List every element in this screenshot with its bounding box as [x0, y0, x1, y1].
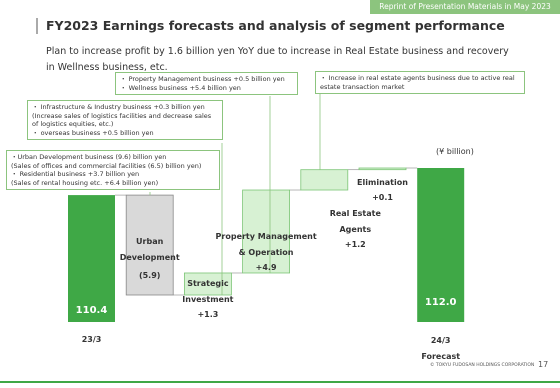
unit-label: (¥ billion) — [436, 147, 474, 156]
category-label: Strategic Investment — [182, 279, 234, 304]
category-label: Urban Development — [119, 237, 180, 262]
increase-bar — [183, 272, 232, 296]
value-label: 110.4 — [75, 305, 108, 316]
banner: Reprint of Presentation Materials in May… — [370, 0, 560, 14]
annotation-line: ・Urban Development business (9.6) billio… — [11, 153, 167, 161]
increase-bar — [300, 169, 349, 191]
value-label: 112.0 — [424, 297, 457, 308]
annotation-line: (Sales of rental housing etc. +6.4 billi… — [11, 178, 159, 187]
annotation-box: ・ Infrastructure & Industry business +0.… — [27, 100, 223, 140]
value-label: (5.9) — [138, 271, 161, 280]
slide-title: FY2023 Earnings forecasts and analysis o… — [46, 18, 505, 33]
annotation-box: ・ Increase in real estate agents busines… — [315, 71, 525, 94]
decrease-bar — [125, 194, 174, 296]
category-label: 23/3 — [81, 335, 102, 344]
increase-bar — [242, 189, 291, 274]
category-label: 24/3 Forecast — [421, 336, 461, 361]
annotation-line: ・ Residential business +3.7 billion yen — [11, 170, 140, 178]
annotation-line: ・ Property Management business +0.5 bill… — [120, 75, 285, 83]
value-label: +1.2 — [344, 240, 366, 249]
annotation-line: ・ Increase in real estate agents busines… — [320, 74, 515, 91]
annotation-box: ・Urban Development business (9.6) billio… — [6, 150, 220, 190]
category-label: Elimination — [357, 178, 408, 187]
subtitle: Plan to increase profit by 1.6 billion y… — [46, 46, 509, 73]
increase-bar — [358, 167, 407, 171]
annotation-line: (Increase sales of logistics facilities … — [32, 111, 212, 129]
category-label: Real Estate Agents — [329, 209, 381, 234]
value-label: +0.1 — [372, 193, 393, 202]
page-number: 17 — [538, 360, 549, 369]
total-bar — [417, 168, 465, 322]
total-bar — [68, 195, 115, 322]
annotation-line: ・ Infrastructure & Industry business +0.… — [32, 103, 205, 111]
category-label: Property Management & Operation — [215, 232, 317, 257]
annotation-line: ・ Wellness business +5.4 billion yen — [120, 83, 241, 92]
copyright: © TOKYU FUDOSAN HOLDINGS CORPORATION — [430, 363, 535, 368]
value-label: +1.3 — [197, 310, 219, 319]
annotation-box: ・ Property Management business +0.5 bill… — [115, 72, 298, 95]
value-label: +4.9 — [255, 263, 277, 272]
annotation-line: (Sales of offices and commercial facilit… — [11, 161, 202, 170]
annotation-line: ・ overseas business +0.5 billion yen — [32, 128, 154, 137]
